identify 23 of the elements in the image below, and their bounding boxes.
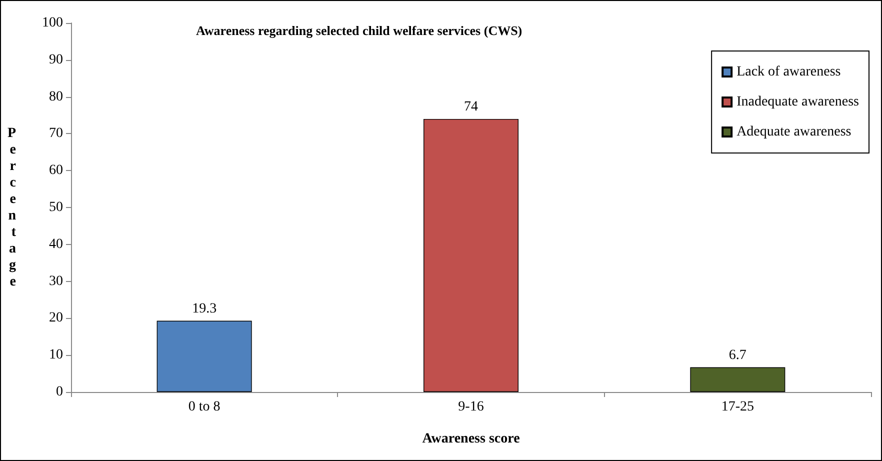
text: Percentage [7, 126, 16, 290]
x-tick-label: 17-25 [721, 400, 754, 414]
y-tick-label: 60 [49, 163, 63, 178]
y-tick-label: 10 [49, 348, 63, 363]
y-tick-label: 100 [42, 16, 63, 30]
y-tick-label: 50 [49, 200, 63, 215]
data-label: 74 [464, 99, 478, 114]
y-tick-label: 80 [49, 89, 63, 104]
legend-label: Adequate awareness [736, 124, 852, 140]
chart-title: Awareness regarding selected child welfare services (CWS) [196, 23, 522, 38]
legend-label: Inadequate awareness [736, 94, 860, 110]
data-label: 6.7 [728, 348, 746, 363]
y-tick-label: 70 [49, 126, 63, 142]
x-tick-label: 0 to 8 [188, 400, 220, 414]
y-tick-label: 30 [49, 274, 63, 289]
x-tick-label: 9-16 [458, 400, 484, 414]
y-tick-label: 20 [49, 310, 63, 326]
x-axis-title: Awareness score [422, 432, 520, 446]
y-tick-label: 40 [49, 236, 63, 252]
data-label: 19.3 [192, 301, 217, 316]
y-tick-label: 90 [49, 52, 63, 68]
legend-label: Lack of awareness [736, 64, 841, 80]
y-tick-label: 0 [56, 384, 63, 400]
